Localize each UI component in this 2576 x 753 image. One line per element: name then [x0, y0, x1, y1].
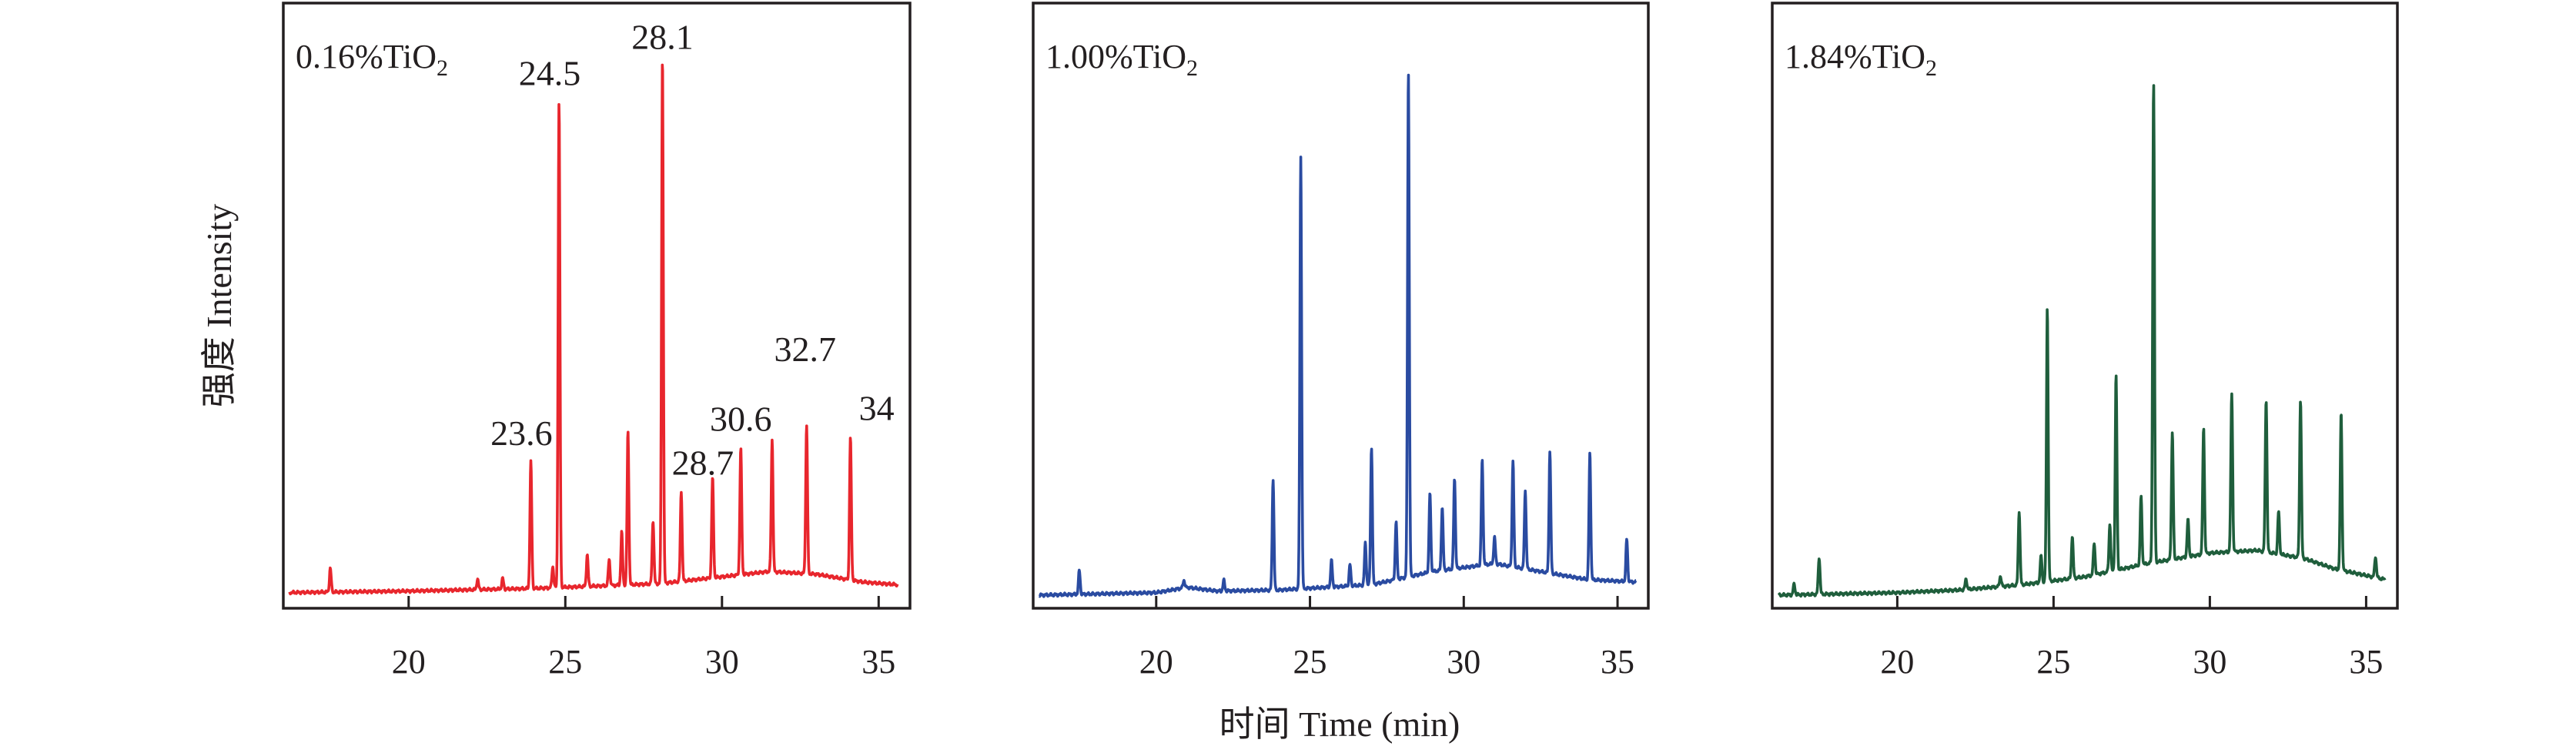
peak-label: 34	[859, 388, 895, 427]
panel-label: 1.00%TiO2	[1045, 38, 1198, 81]
x-tick-label: 20	[392, 643, 426, 681]
chromatogram-trace	[1777, 84, 2387, 598]
peak-label: 32.7	[774, 330, 836, 369]
panel-label: 0.16%TiO2	[296, 38, 448, 81]
x-tick-label: 20	[1139, 643, 1173, 681]
peak-label: 24.5	[519, 53, 581, 92]
x-tick-label: 30	[705, 643, 739, 681]
x-tick-label: 25	[1293, 643, 1327, 681]
peak-label: 30.6	[710, 400, 772, 439]
x-tick-label: 25	[2036, 643, 2070, 681]
x-tick-label: 30	[1447, 643, 1480, 681]
x-tick-label: 20	[1880, 643, 1914, 681]
chromatogram-trace	[288, 63, 899, 596]
peak-label: 28.1	[631, 18, 694, 57]
x-tick-label: 35	[2349, 643, 2383, 681]
peak-label: 28.7	[672, 443, 734, 482]
x-tick-label: 30	[2193, 643, 2226, 681]
x-tick-label: 35	[861, 643, 895, 681]
y-axis-title: 强度 Intensity	[199, 204, 239, 407]
chromatogram-trace	[1038, 73, 1638, 598]
x-tick-label: 35	[1601, 643, 1634, 681]
plot-frame	[1032, 2, 1650, 610]
panel-1: 20 25 30 35 0.16%TiO2 23.6 24.5 28.1 28.7 30.632.…	[282, 2, 912, 681]
panel-3: 20 25 30 35 1.84%TiO2	[1771, 2, 2399, 681]
x-axis-title: 时间 Time (min)	[1219, 704, 1460, 744]
panel-2: 20 25 30 35 1.00%TiO2	[1032, 2, 1650, 681]
plot-frame	[1771, 2, 2399, 610]
panel-label: 1.84%TiO2	[1785, 38, 1937, 81]
peak-label: 23.6	[490, 413, 553, 453]
x-tick-label: 25	[548, 643, 582, 681]
plot-frame	[282, 2, 912, 610]
